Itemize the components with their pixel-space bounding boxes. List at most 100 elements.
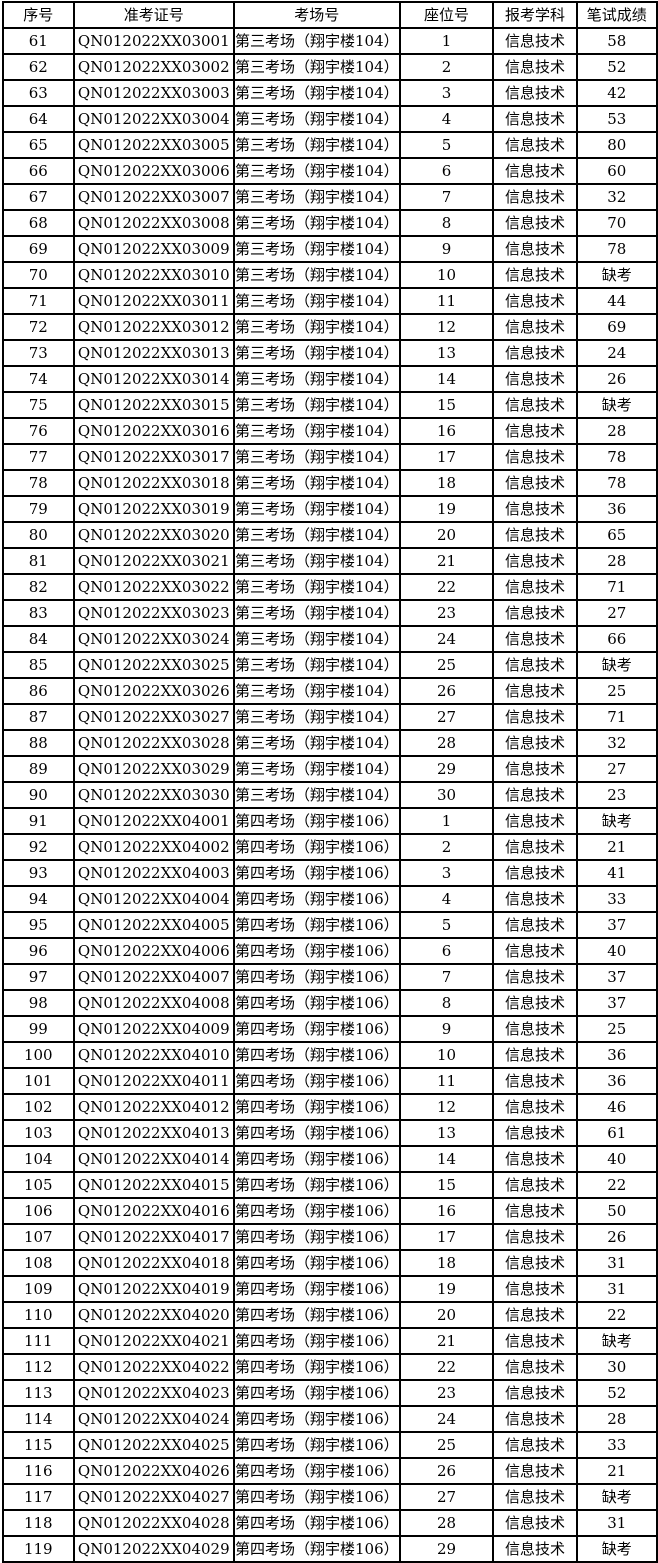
cell-room: 第三考场（翔宇楼104） [232,365,401,393]
cell-room: 第四考场（翔宇楼106） [232,1119,401,1147]
cell-ticket: QN012022XX03009 [72,235,235,263]
cell-subject: 信息技术 [492,1405,578,1433]
cell-score: 缺考 [575,1327,658,1355]
cell-subject: 信息技术 [492,1197,578,1225]
table-row: 106 QN012022XX04016 第四考场（翔宇楼106） 16 信息技术 50 [2,1197,658,1225]
cell-score: 31 [575,1275,658,1303]
cell-room: 第三考场（翔宇楼104） [232,573,401,601]
cell-subject: 信息技术 [492,625,578,653]
cell-ticket: QN012022XX03019 [72,495,235,523]
cell-score: 25 [575,1015,658,1043]
cell-serial: 90 [2,781,75,809]
cell-subject: 信息技术 [492,1275,578,1303]
table-row: 61 QN012022XX03001 第三考场（翔宇楼104） 1 信息技术 58 [2,27,658,55]
cell-subject: 信息技术 [492,53,578,81]
cell-serial: 98 [2,989,75,1017]
cell-subject: 信息技术 [492,911,578,939]
cell-ticket: QN012022XX03028 [72,729,235,757]
cell-room: 第四考场（翔宇楼106） [232,963,401,991]
cell-score: 25 [575,677,658,705]
cell-seat: 15 [398,1171,495,1199]
cell-room: 第三考场（翔宇楼104） [232,651,401,679]
cell-serial: 89 [2,755,75,783]
cell-serial: 66 [2,157,75,185]
cell-subject: 信息技术 [492,989,578,1017]
cell-subject: 信息技术 [492,27,578,55]
cell-room: 第四考场（翔宇楼106） [232,1483,401,1511]
table-row: 63 QN012022XX03003 第三考场（翔宇楼104） 3 信息技术 42 [2,79,658,107]
cell-subject: 信息技术 [492,287,578,315]
cell-subject: 信息技术 [492,131,578,159]
cell-score: 28 [575,1405,658,1433]
cell-score: 40 [575,1145,658,1173]
cell-seat: 9 [398,235,495,263]
cell-subject: 信息技术 [492,1223,578,1251]
cell-serial: 69 [2,235,75,263]
table-header-row: 序号 准考证号 考场号 座位号 报考学科 笔试成绩 [2,1,658,29]
cell-score: 31 [575,1509,658,1537]
cell-score: 缺考 [575,1535,658,1563]
cell-ticket: QN012022XX03020 [72,521,235,549]
cell-seat: 28 [398,729,495,757]
cell-serial: 78 [2,469,75,497]
cell-ticket: QN012022XX04026 [72,1457,235,1485]
table-row: 116 QN012022XX04026 第四考场（翔宇楼106） 26 信息技术 21 [2,1457,658,1485]
cell-score: 24 [575,339,658,367]
table-row: 88 QN012022XX03028 第三考场（翔宇楼104） 28 信息技术 32 [2,729,658,757]
cell-serial: 110 [2,1301,75,1329]
cell-score: 22 [575,1301,658,1329]
cell-subject: 信息技术 [492,1431,578,1459]
cell-score: 71 [575,573,658,601]
table-row: 107 QN012022XX04017 第四考场（翔宇楼106） 17 信息技术 26 [2,1223,658,1251]
column-header-seat: 座位号 [398,1,495,29]
table-row: 65 QN012022XX03005 第三考场（翔宇楼104） 5 信息技术 80 [2,131,658,159]
cell-room: 第四考场（翔宇楼106） [232,1327,401,1355]
cell-serial: 118 [2,1509,75,1537]
cell-room: 第四考场（翔宇楼106） [232,1093,401,1121]
cell-seat: 10 [398,1041,495,1069]
table-row: 81 QN012022XX03021 第三考场（翔宇楼104） 21 信息技术 28 [2,547,658,575]
cell-seat: 1 [398,807,495,835]
table-row: 73 QN012022XX03013 第三考场（翔宇楼104） 13 信息技术 24 [2,339,658,367]
cell-ticket: QN012022XX04012 [72,1093,235,1121]
table-row: 117 QN012022XX04027 第四考场（翔宇楼106） 27 信息技术 缺考 [2,1483,658,1511]
table-row: 108 QN012022XX04018 第四考场（翔宇楼106） 18 信息技术 31 [2,1249,658,1277]
cell-subject: 信息技术 [492,1535,578,1563]
cell-room: 第三考场（翔宇楼104） [232,469,401,497]
cell-seat: 22 [398,573,495,601]
cell-subject: 信息技术 [492,105,578,133]
column-header-serial: 序号 [2,1,75,29]
cell-score: 52 [575,53,658,81]
cell-subject: 信息技术 [492,469,578,497]
cell-score: 37 [575,963,658,991]
cell-score: 60 [575,157,658,185]
cell-score: 70 [575,209,658,237]
cell-seat: 14 [398,1145,495,1173]
cell-room: 第四考场（翔宇楼106） [232,885,401,913]
cell-seat: 21 [398,1327,495,1355]
cell-room: 第三考场（翔宇楼104） [232,443,401,471]
cell-subject: 信息技术 [492,755,578,783]
cell-subject: 信息技术 [492,599,578,627]
cell-ticket: QN012022XX03012 [72,313,235,341]
cell-ticket: QN012022XX03018 [72,469,235,497]
table-row: 82 QN012022XX03022 第三考场（翔宇楼104） 22 信息技术 71 [2,573,658,601]
cell-subject: 信息技术 [492,1457,578,1485]
table-row: 74 QN012022XX03014 第三考场（翔宇楼104） 14 信息技术 26 [2,365,658,393]
cell-serial: 107 [2,1223,75,1251]
cell-seat: 13 [398,339,495,367]
cell-serial: 93 [2,859,75,887]
cell-subject: 信息技术 [492,1145,578,1173]
cell-score: 22 [575,1171,658,1199]
cell-seat: 13 [398,1119,495,1147]
cell-seat: 20 [398,1301,495,1329]
table-row: 76 QN012022XX03016 第三考场（翔宇楼104） 16 信息技术 28 [2,417,658,445]
cell-room: 第四考场（翔宇楼106） [232,833,401,861]
cell-ticket: QN012022XX03006 [72,157,235,185]
cell-serial: 96 [2,937,75,965]
cell-room: 第三考场（翔宇楼104） [232,79,401,107]
cell-ticket: QN012022XX03026 [72,677,235,705]
cell-ticket: QN012022XX04009 [72,1015,235,1043]
cell-serial: 105 [2,1171,75,1199]
